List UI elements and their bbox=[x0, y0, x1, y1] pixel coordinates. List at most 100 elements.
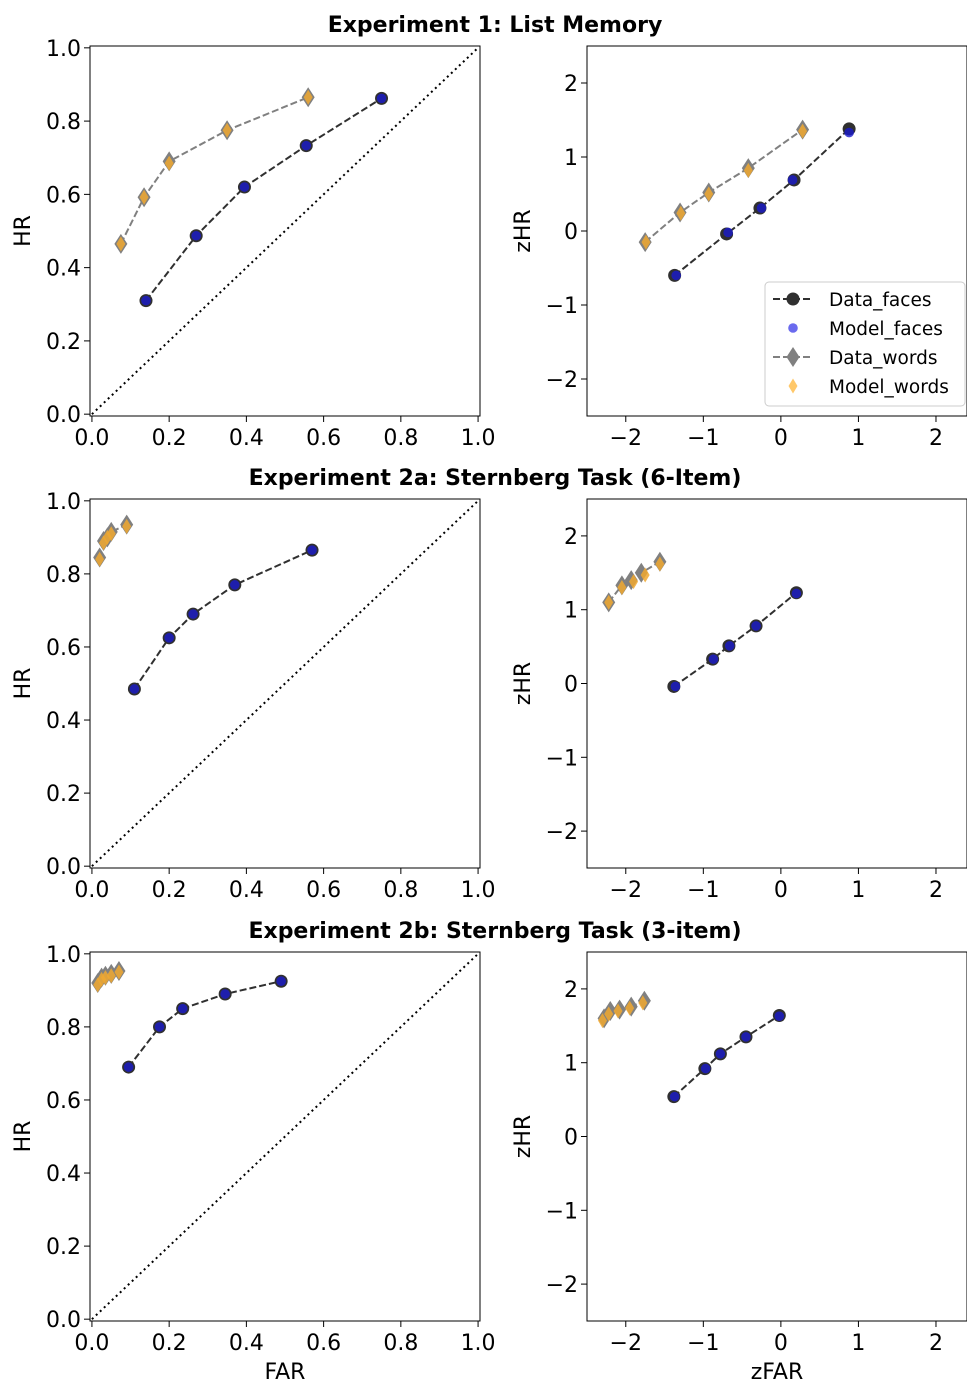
legend-label-data-words: Data_words bbox=[829, 348, 938, 369]
axes-frame bbox=[89, 498, 481, 869]
y-tick-label: 0.4 bbox=[46, 1162, 81, 1187]
point-model-words bbox=[106, 526, 116, 542]
point-model-words bbox=[638, 995, 648, 1011]
point-model-faces bbox=[669, 1091, 680, 1102]
x-tick-label: 0 bbox=[774, 878, 788, 903]
panel-1-1: 0.00.0 0.2 0.2 0.4 0.4 0.6 0.6 0.8 0.8 1.0 1.0 HR bbox=[11, 37, 496, 451]
point-model-faces bbox=[191, 230, 201, 241]
y-axis-label: zHR bbox=[511, 209, 536, 252]
x-axis-label: FAR bbox=[265, 1360, 306, 1382]
x-tick-label: 0.2 bbox=[152, 426, 187, 451]
panel-2-1: 0.00.0 0.2 0.2 0.4 0.4 0.6 0.6 0.8 0.8 1.0 1.0 HR bbox=[11, 490, 496, 903]
y-tick-label: 0.0 bbox=[46, 855, 81, 880]
series-line-data-faces bbox=[145, 97, 383, 302]
legend-marker-model-words bbox=[788, 378, 798, 394]
y-tick-label: −1 bbox=[546, 1199, 578, 1224]
point-model-faces bbox=[708, 654, 719, 664]
point-model-faces bbox=[276, 976, 286, 987]
point-model-faces bbox=[123, 1062, 134, 1072]
x-tick-label: 0 bbox=[774, 1331, 788, 1356]
point-model-faces bbox=[177, 1003, 188, 1014]
y-tick-label: 0.8 bbox=[46, 1016, 81, 1041]
row-title-3: Experiment 2b: Sternberg Task (3-item) bbox=[248, 919, 741, 944]
x-tick-label: 0.8 bbox=[383, 1331, 418, 1356]
x-axis-label: zFAR bbox=[751, 1360, 804, 1382]
y-tick-label: 0.4 bbox=[46, 709, 81, 734]
y-axis-label: HR bbox=[11, 668, 36, 700]
y-tick-label: 0 bbox=[564, 673, 578, 698]
legend-marker-data-faces bbox=[786, 292, 800, 306]
row-title-2: Experiment 2a: Sternberg Task (6-Item) bbox=[249, 466, 742, 491]
x-tick-label: −2 bbox=[610, 878, 642, 903]
series-line-data-words bbox=[644, 128, 804, 243]
point-model-faces bbox=[756, 203, 767, 213]
point-model-words bbox=[122, 518, 132, 534]
point-model-faces bbox=[239, 182, 250, 192]
series-line-data-words bbox=[119, 96, 309, 245]
x-tick-label: 0 bbox=[774, 426, 788, 451]
y-tick-label: −2 bbox=[546, 368, 578, 393]
legend-marker-data-words bbox=[786, 347, 800, 367]
x-tick-label: 1 bbox=[851, 1331, 865, 1356]
point-model-words bbox=[743, 162, 753, 178]
point-model-faces bbox=[301, 140, 312, 151]
y-tick-label: −1 bbox=[546, 294, 578, 319]
axes-frame bbox=[586, 498, 967, 869]
point-model-words bbox=[114, 964, 124, 980]
axes-frame bbox=[89, 45, 481, 417]
point-model-words bbox=[655, 556, 665, 572]
x-tick-label: 0.6 bbox=[306, 1331, 341, 1356]
legend-box bbox=[764, 281, 966, 407]
point-model-words bbox=[222, 122, 232, 138]
legend-label-model-words: Model_words bbox=[829, 377, 949, 398]
y-tick-label: 2 bbox=[564, 978, 578, 1003]
y-axis-label: HR bbox=[11, 215, 36, 247]
x-tick-label: 0.8 bbox=[383, 426, 418, 451]
y-tick-label: −2 bbox=[546, 1273, 578, 1298]
point-model-words bbox=[164, 155, 174, 171]
y-tick-label: 1 bbox=[564, 146, 578, 171]
point-model-words bbox=[604, 594, 614, 610]
point-model-words bbox=[116, 236, 126, 252]
chance-diagonal bbox=[91, 953, 479, 1320]
point-model-words bbox=[676, 205, 686, 221]
y-tick-label: 0 bbox=[564, 220, 578, 245]
point-model-faces bbox=[791, 588, 802, 599]
point-model-faces bbox=[188, 609, 198, 619]
x-tick-label: −1 bbox=[687, 878, 719, 903]
x-tick-label: −2 bbox=[610, 426, 642, 451]
y-tick-label: 0.2 bbox=[46, 782, 81, 807]
point-model-words bbox=[139, 189, 149, 205]
panel-1-2: −2−2−1−1001122zHRData_facesModel_facesDa… bbox=[511, 45, 967, 451]
point-model-faces bbox=[715, 1049, 726, 1059]
x-tick-label: 0.2 bbox=[152, 878, 187, 903]
panels: 0.00.00.20.20.40.40.60.60.80.81.01.0HR−2… bbox=[11, 37, 967, 1382]
x-tick-label: 2 bbox=[929, 1331, 943, 1356]
y-tick-label: −1 bbox=[546, 746, 578, 771]
point-model-faces bbox=[774, 1011, 785, 1022]
chance-diagonal bbox=[91, 47, 479, 415]
point-model-faces bbox=[141, 295, 151, 306]
x-tick-label: 0.0 bbox=[74, 878, 109, 903]
series-line-data-faces bbox=[127, 980, 282, 1068]
x-tick-label: −2 bbox=[610, 1331, 642, 1356]
point-model-faces bbox=[844, 127, 854, 138]
point-model-faces bbox=[220, 989, 230, 999]
point-model-faces bbox=[787, 175, 798, 185]
y-axis-label: zHR bbox=[511, 1115, 536, 1158]
plot-area bbox=[91, 500, 479, 867]
x-tick-label: −1 bbox=[687, 426, 719, 451]
point-model-words bbox=[303, 89, 313, 105]
point-model-words bbox=[598, 1013, 608, 1029]
x-tick-label: 1.0 bbox=[461, 426, 496, 451]
y-tick-label: −2 bbox=[546, 820, 578, 845]
point-model-words bbox=[100, 970, 110, 986]
point-model-faces bbox=[724, 641, 735, 651]
y-tick-label: 0.8 bbox=[46, 563, 81, 588]
point-model-faces bbox=[307, 545, 317, 555]
y-tick-label: 0.0 bbox=[46, 403, 81, 428]
legend-marker-model-faces bbox=[788, 323, 798, 333]
legend: Data_faces Model_faces Data_words Model_wor… bbox=[764, 281, 966, 407]
y-tick-label: 1 bbox=[564, 599, 578, 624]
